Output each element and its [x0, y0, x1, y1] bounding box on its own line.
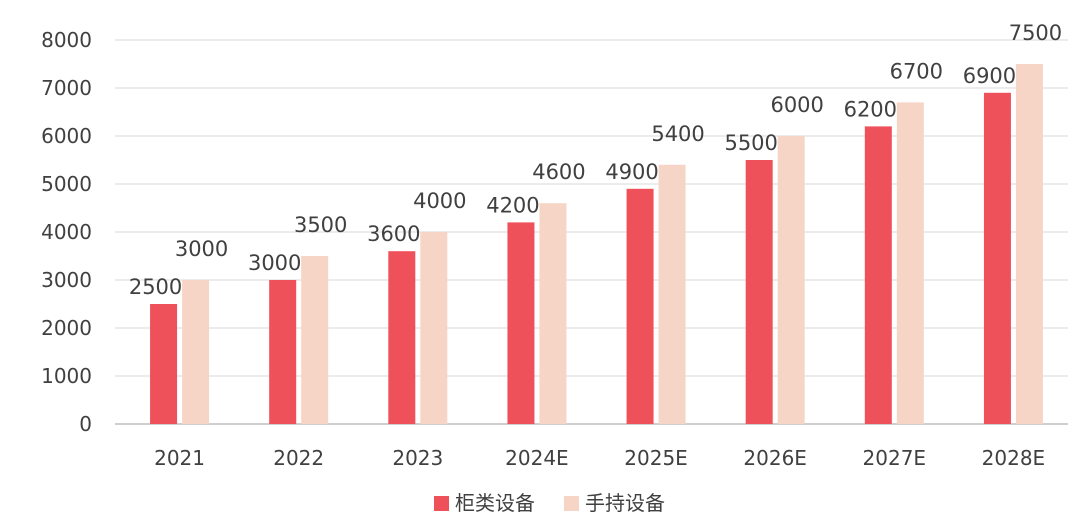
y-tick-label: 1000	[41, 364, 92, 388]
y-tick-label: 2000	[41, 316, 92, 340]
bar-series-1-2024E	[539, 203, 567, 424]
bar-series-1-2028E	[1015, 64, 1043, 424]
gridlines	[115, 39, 1068, 425]
data-label-series-1: 6700	[890, 59, 943, 83]
bar-series-0-2025E	[626, 188, 654, 424]
data-label-series-1: 3000	[175, 237, 228, 261]
data-labels: 2500 3000 3000 3500 3600 4000 4200 4600 4900 5400…	[129, 21, 1062, 299]
x-tick-label: 2024E	[505, 446, 569, 470]
data-label-series-1: 7500	[1009, 21, 1062, 45]
y-tick-label: 8000	[41, 28, 92, 52]
bar-series-0-2023	[388, 251, 416, 424]
data-label-series-0: 2500	[129, 275, 182, 299]
data-label-series-1: 5400	[651, 122, 704, 146]
x-tick-label: 2025E	[624, 446, 688, 470]
bar-series-1-2025E	[658, 164, 686, 425]
x-tick-label: 2027E	[863, 446, 927, 470]
legend-label-0: 柜类设备	[455, 491, 535, 515]
bar-series-0-2021	[150, 304, 178, 424]
bar-series-0-2027E	[864, 126, 892, 425]
bar-series-1-2021	[182, 280, 210, 424]
y-tick-label: 0	[79, 412, 92, 436]
data-label-series-1: 6000	[770, 93, 823, 117]
bar-series-1-2027E	[896, 102, 924, 425]
y-tick-label: 4000	[41, 220, 92, 244]
x-tick-label: 2022	[273, 446, 324, 470]
legend-label-1: 手持设备	[585, 491, 665, 515]
bar-series-1-2023	[420, 232, 448, 424]
bar-series-1-2022	[301, 256, 329, 424]
y-tick-label: 7000	[41, 76, 92, 100]
data-label-series-0: 4200	[486, 193, 539, 217]
x-axis-tick-labels: 2021 2022 2023 2024E 2025E 2026E 2027E 2028E	[154, 446, 1045, 470]
y-tick-label: 6000	[41, 124, 92, 148]
bar-series-0-2024E	[507, 222, 535, 424]
bar-series-0-2022	[269, 280, 297, 424]
legend-swatch-0	[434, 496, 449, 511]
x-tick-label: 2023	[392, 446, 443, 470]
bars	[150, 64, 1043, 425]
data-label-series-0: 6900	[963, 64, 1016, 88]
y-tick-label: 5000	[41, 172, 92, 196]
data-label-series-0: 6200	[844, 97, 897, 121]
data-label-series-1: 3500	[294, 213, 347, 237]
bar-series-0-2028E	[983, 92, 1011, 425]
data-label-series-1: 4600	[532, 160, 585, 184]
x-tick-label: 2021	[154, 446, 205, 470]
data-label-series-1: 4000	[413, 189, 466, 213]
y-axis-tick-labels: 0 1000 2000 3000 4000 5000 6000 7000 8000	[41, 28, 92, 436]
legend-swatch-1	[564, 496, 579, 511]
x-tick-label: 2026E	[743, 446, 807, 470]
data-label-series-0: 5500	[724, 131, 777, 155]
bar-series-0-2026E	[745, 160, 773, 424]
bar-series-1-2026E	[777, 136, 805, 424]
data-label-series-0: 3000	[248, 251, 301, 275]
data-label-series-0: 3600	[367, 222, 420, 246]
y-tick-label: 3000	[41, 268, 92, 292]
legend: 柜类设备 手持设备	[434, 491, 665, 515]
data-label-series-0: 4900	[605, 160, 658, 184]
x-tick-label: 2028E	[982, 446, 1046, 470]
